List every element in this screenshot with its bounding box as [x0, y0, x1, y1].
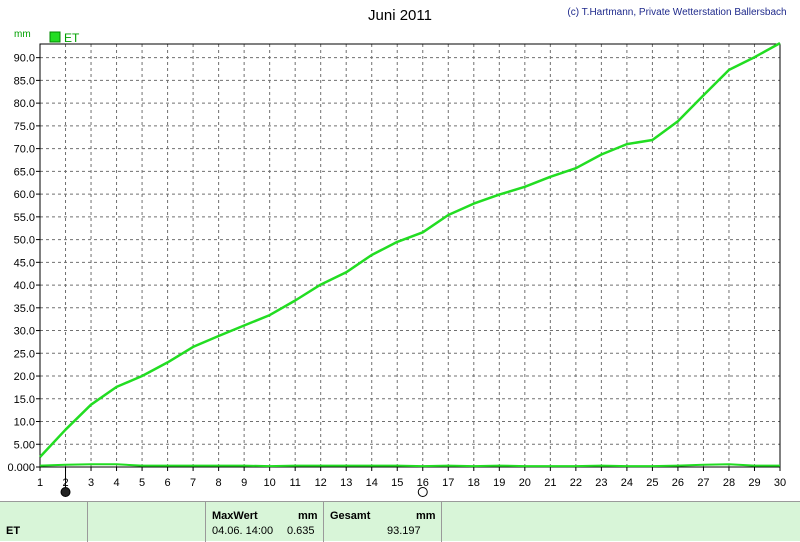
marker-open-circle	[417, 487, 428, 497]
x-tick-label: 17	[442, 477, 454, 489]
x-tick-label: 3	[88, 477, 94, 489]
legend-swatch	[49, 31, 61, 43]
y-tick-label: 20.0	[14, 371, 35, 383]
y-tick-label: 0.000	[7, 462, 35, 474]
markers	[60, 467, 428, 497]
legend-label: ET	[64, 31, 80, 45]
max-time: 04.06. 14:00	[212, 525, 274, 537]
x-tick-label: 21	[544, 477, 556, 489]
x-tick-label: 18	[468, 477, 480, 489]
sum-header: Gesamt	[330, 510, 371, 522]
stats-filler-cell	[442, 502, 800, 542]
stats-empty-cell	[88, 502, 206, 542]
x-tick-label: 20	[519, 477, 531, 489]
credit-text: (c) T.Hartmann, Private Wetterstation Ba…	[567, 7, 786, 18]
stats-max-cell: MaxWert mm 04.06. 14:00 0.635	[206, 502, 324, 542]
y-tick-label: 85.0	[14, 75, 35, 87]
x-tick-label: 12	[315, 477, 327, 489]
x-tick-label: 24	[621, 477, 633, 489]
y-tick-label: 60.0	[14, 189, 35, 201]
sum-unit: mm	[416, 510, 436, 522]
series	[39, 42, 781, 468]
x-tick-label: 15	[391, 477, 403, 489]
chart-title: Juni 2011	[368, 7, 432, 24]
x-tick-label: 14	[366, 477, 378, 489]
y-tick-label: 70.0	[14, 144, 35, 156]
grid	[40, 44, 780, 467]
plot-frame	[39, 43, 781, 468]
x-tick-label: 7	[190, 477, 196, 489]
x-tick-label: 13	[340, 477, 352, 489]
x-tick-label: 4	[113, 477, 119, 489]
y-tick-label: 5.00	[14, 439, 35, 451]
max-value: 0.635	[287, 525, 315, 537]
sum-value: 93.197	[387, 525, 421, 537]
series-line-et-daily	[39, 463, 780, 468]
y-axis-unit: mm	[14, 29, 31, 40]
series-line-et	[39, 42, 781, 458]
y-tick-label: 75.0	[14, 121, 35, 133]
y-tick-label: 45.0	[14, 257, 35, 269]
marker-filled-circle	[60, 487, 71, 497]
x-tick-label: 9	[241, 477, 247, 489]
y-tick-label: 80.0	[14, 98, 35, 110]
x-tick-label: 26	[672, 477, 684, 489]
stats-label-cell: ET	[0, 502, 88, 542]
y-tick-label: 10.0	[14, 417, 35, 429]
x-tick-label: 22	[570, 477, 582, 489]
y-tick-label: 15.0	[14, 394, 35, 406]
x-tick-label: 28	[723, 477, 735, 489]
x-tick-label: 29	[748, 477, 760, 489]
x-tick-label: 30	[774, 477, 786, 489]
stats-row-label: ET	[6, 525, 21, 537]
x-tick-label: 8	[216, 477, 222, 489]
x-tick-label: 6	[165, 477, 171, 489]
x-tick-label: 16	[417, 477, 429, 489]
y-tick-label: 65.0	[14, 166, 35, 178]
chart: Juni 2011 (c) T.Hartmann, Private Wetter…	[7, 7, 787, 497]
x-tick-label: 11	[289, 477, 300, 489]
max-unit: mm	[298, 510, 318, 522]
y-tick-label: 50.0	[14, 235, 35, 247]
x-tick-label: 19	[493, 477, 505, 489]
y-tick-label: 30.0	[14, 326, 35, 338]
x-tick-label: 23	[595, 477, 607, 489]
stats-panel: ET MaxWert mm 04.06. 14:00 0.635 Gesamt …	[0, 501, 800, 542]
axes: 1234567891011121314151617181920212223242…	[7, 43, 786, 489]
stats-sum-cell: Gesamt mm 93.197	[324, 502, 442, 542]
y-tick-label: 35.0	[14, 303, 35, 315]
y-tick-label: 90.0	[14, 53, 35, 65]
x-tick-label: 10	[264, 477, 276, 489]
y-tick-label: 55.0	[14, 212, 35, 224]
x-tick-label: 1	[37, 477, 43, 489]
max-header: MaxWert	[212, 510, 258, 522]
x-tick-label: 27	[697, 477, 709, 489]
x-tick-label: 25	[646, 477, 658, 489]
y-tick-label: 25.0	[14, 348, 35, 360]
y-tick-label: 40.0	[14, 280, 35, 292]
x-tick-label: 5	[139, 477, 145, 489]
